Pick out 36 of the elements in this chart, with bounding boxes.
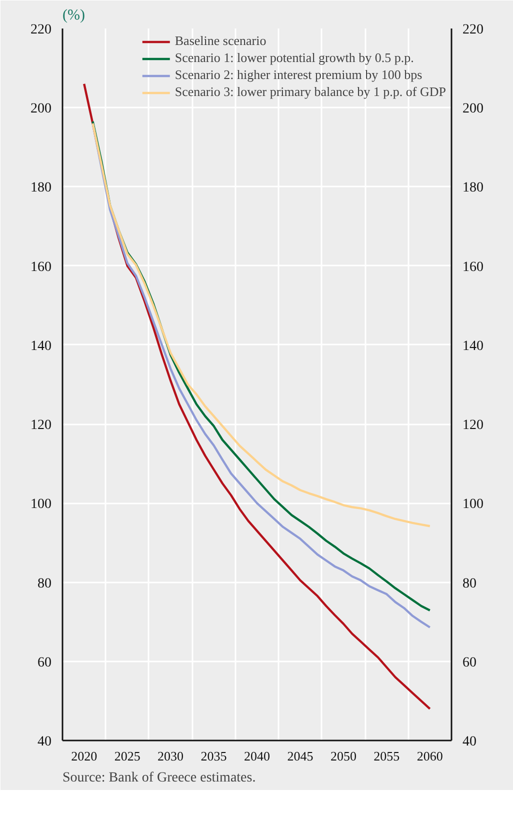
y2-tick-label: 180: [462, 180, 484, 196]
legend-label: Scenario 1: lower potential growth by 0.5 p.p.: [174, 50, 414, 66]
y2-tick-label: 160: [462, 260, 484, 275]
x-tick-label: 2035: [200, 748, 227, 764]
y2-tick-label: 140: [462, 338, 484, 354]
line-series: [92, 122, 431, 528]
y-tick-label: 160: [30, 260, 52, 275]
chart-title: (%): [62, 8, 85, 24]
legend-label: Baseline scenario: [174, 33, 266, 49]
y-tick-label: 40: [38, 734, 52, 750]
y-tick-label: 120: [30, 418, 52, 434]
x-tick-label: 2030: [158, 748, 184, 764]
y2-tick-label: 120: [462, 418, 484, 434]
x-tick-label: 2055: [374, 748, 400, 764]
x-tick-label: 2040: [244, 748, 270, 764]
x-tick-label: 2060: [416, 748, 443, 764]
y-tick-label: 180: [30, 180, 52, 196]
x-tick-label: 2050: [330, 748, 356, 764]
source-note: Source: Bank of Greece estimates.: [62, 770, 256, 786]
y2-tick-label: 100: [462, 497, 484, 512]
y-tick-label: 60: [38, 655, 52, 670]
y-tick-label: 80: [38, 576, 52, 592]
y2-tick-label: 80: [462, 576, 476, 592]
x-tick-label: 2025: [114, 748, 140, 764]
x-tick-label: 2045: [287, 748, 314, 764]
y-tick-label: 140: [30, 338, 52, 354]
y2-tick-label: 40: [462, 734, 476, 750]
y2-tick-label: 220: [462, 22, 484, 38]
x-tick-label: 2020: [71, 748, 98, 764]
legend-label: Scenario 2: higher interest premium by 100 bps: [174, 67, 422, 83]
y2-tick-label: 60: [462, 655, 476, 670]
y-tick-label: 100: [30, 497, 52, 512]
y-tick-label: 220: [30, 22, 52, 38]
y-tick-label: 200: [30, 102, 52, 117]
legend-label: Scenario 3: lower primary balance by 1 p.p. of GDP: [174, 84, 446, 100]
y2-tick-label: 200: [462, 102, 484, 117]
